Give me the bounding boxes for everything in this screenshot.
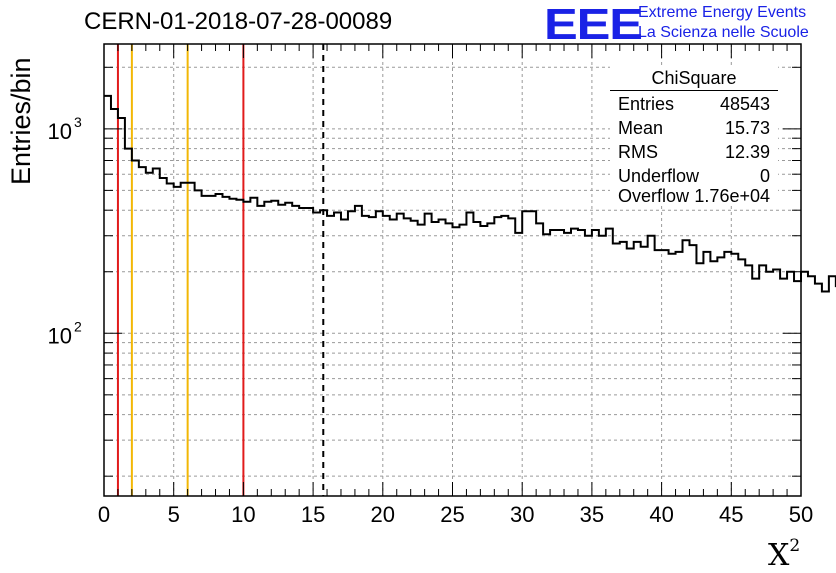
stats-row-underflow: Underflow 0 — [618, 166, 770, 188]
stats-key: Entries — [618, 94, 675, 114]
stats-key: Mean — [618, 118, 664, 138]
x-tick-label: 30 — [510, 502, 534, 527]
stats-divider — [610, 90, 778, 91]
x-tick-label: 45 — [719, 502, 743, 527]
y-tick-label-exponent: 3 — [74, 114, 82, 130]
stats-row-rms: RMS 12.39 — [618, 142, 770, 164]
x-tick-label: 5 — [168, 502, 180, 527]
x-tick-label: 50 — [789, 502, 813, 527]
stats-title: ChiSquare — [651, 68, 737, 88]
y-axis-label: Entries/bin — [6, 57, 36, 185]
x-tick-label: 25 — [440, 502, 464, 527]
x-tick-label: 35 — [580, 502, 604, 527]
stats-key: RMS — [618, 142, 658, 162]
stats-key: Overflow — [618, 186, 690, 206]
x-tick-label: 20 — [371, 502, 395, 527]
stats-box: ChiSquare Entries 48543 Mean 15.73 RMS 1… — [610, 66, 778, 206]
x-tick-label: 40 — [649, 502, 673, 527]
x-axis-label: X2 — [768, 536, 801, 573]
marker-lines — [116, 44, 325, 496]
axis-ticks — [103, 44, 802, 496]
x-tick-label: 0 — [98, 502, 110, 527]
logo-tagline-2: La Scienza nelle Scuole — [638, 24, 809, 41]
histogram-step-line — [104, 94, 836, 293]
stats-value: 1.76e+04 — [694, 186, 770, 206]
x-tick-label: 15 — [301, 502, 325, 527]
eee-logo-mark: EEE — [544, 0, 643, 49]
stats-row-mean: Mean 15.73 — [618, 118, 770, 140]
stats-row-entries: Entries 48543 — [618, 94, 770, 116]
logo-tagline-1: Extreme Energy Events — [638, 4, 807, 21]
plot-title: CERN-01-2018-07-28-00089 — [84, 8, 393, 35]
stats-row-overflow: Overflow 1.76e+04 — [618, 186, 770, 208]
x-tick-label: 10 — [231, 502, 255, 527]
stats-value: 48543 — [719, 94, 770, 114]
y-tick-label: 10 — [48, 323, 72, 348]
y-tick-label-exponent: 2 — [74, 318, 82, 334]
y-tick-label: 10 — [48, 119, 72, 144]
stats-value: 0 — [759, 166, 770, 186]
stats-value: 12.39 — [724, 142, 770, 162]
grid — [104, 44, 801, 496]
stats-key: Underflow — [618, 166, 700, 186]
stats-value: 15.73 — [724, 118, 770, 138]
